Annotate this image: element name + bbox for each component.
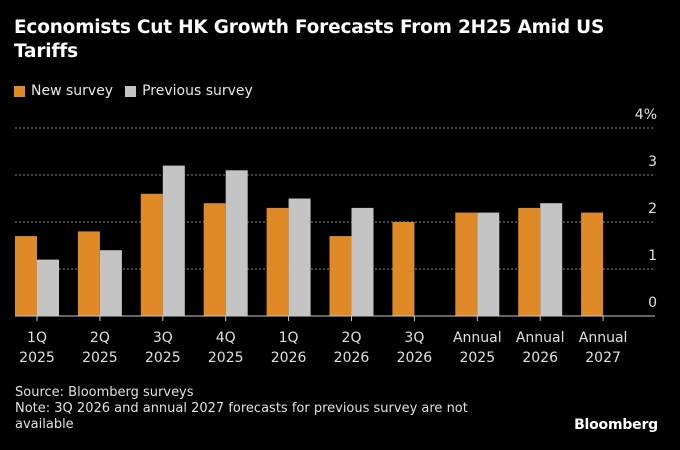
bar-previous-survey [37, 259, 59, 316]
x-tick-label: 2026 [522, 350, 558, 366]
chart-title: Economists Cut HK Growth Forecasts From … [14, 17, 605, 62]
legend-swatch-new-survey [14, 85, 25, 97]
bar-new-survey [203, 203, 226, 316]
x-tick-label: 2026 [271, 350, 307, 366]
x-tick-label: 3Q [404, 330, 424, 346]
bar-new-survey [329, 236, 352, 316]
bar-previous-survey [288, 198, 311, 316]
bar-previous-survey [225, 170, 248, 316]
x-tick-label: 2026 [334, 350, 370, 366]
bar-new-survey [77, 231, 100, 316]
x-tick-label: 2025 [459, 350, 495, 366]
x-tick-label: 1Q [279, 330, 299, 346]
y-tick-label: 0 [648, 295, 657, 311]
x-tick-label: Annual [579, 330, 628, 346]
legend: New survey Previous survey [14, 83, 253, 99]
legend-swatch-previous-survey [125, 85, 137, 97]
x-tick-label: 2025 [19, 350, 55, 366]
bar-new-survey [455, 212, 478, 316]
x-tick-label: 4Q [216, 330, 236, 346]
source-text: Source: Bloomberg surveys [15, 385, 194, 400]
x-tick-label: 2025 [208, 350, 244, 366]
y-tick-label: 1 [648, 248, 657, 264]
bar-new-survey [392, 222, 415, 316]
bar-previous-survey [351, 207, 374, 316]
y-tick-label: 3 [648, 154, 657, 170]
bar-previous-survey [477, 212, 500, 316]
bar-previous-survey [162, 165, 185, 316]
y-tick-label: 2 [648, 201, 657, 217]
x-tick-label: 1Q [27, 330, 47, 346]
bar-previous-survey [540, 203, 563, 316]
bar-new-survey [140, 193, 163, 316]
footer: Source: Bloomberg surveys Note: 3Q 2026 … [15, 385, 515, 433]
bar-new-survey [266, 207, 289, 316]
x-tick-label: 2026 [397, 350, 433, 366]
y-tick-label: 4% [635, 107, 657, 123]
legend-item-new-survey: New survey [14, 83, 113, 99]
legend-label-previous-survey: Previous survey [142, 83, 253, 99]
x-tick-label: 2Q [90, 330, 110, 346]
legend-item-previous-survey: Previous survey [125, 83, 253, 99]
x-tick-label: 2025 [145, 350, 181, 366]
legend-label-new-survey: New survey [31, 83, 114, 99]
x-tick-label: 2Q [342, 330, 362, 346]
bloomberg-logo: Bloomberg [574, 417, 658, 433]
x-tick-label: 2025 [82, 350, 118, 366]
x-tick-label: 3Q [153, 330, 173, 346]
x-tick-label: Annual [516, 330, 565, 346]
note-text: Note: 3Q 2026 and annual 2027 forecasts … [15, 401, 468, 432]
bar-new-survey [518, 207, 541, 316]
x-tick-label: Annual [453, 330, 502, 346]
bar-new-survey [581, 212, 604, 316]
bar-new-survey [15, 236, 37, 316]
bar-previous-survey [99, 250, 122, 316]
x-tick-label: 2027 [585, 350, 621, 366]
